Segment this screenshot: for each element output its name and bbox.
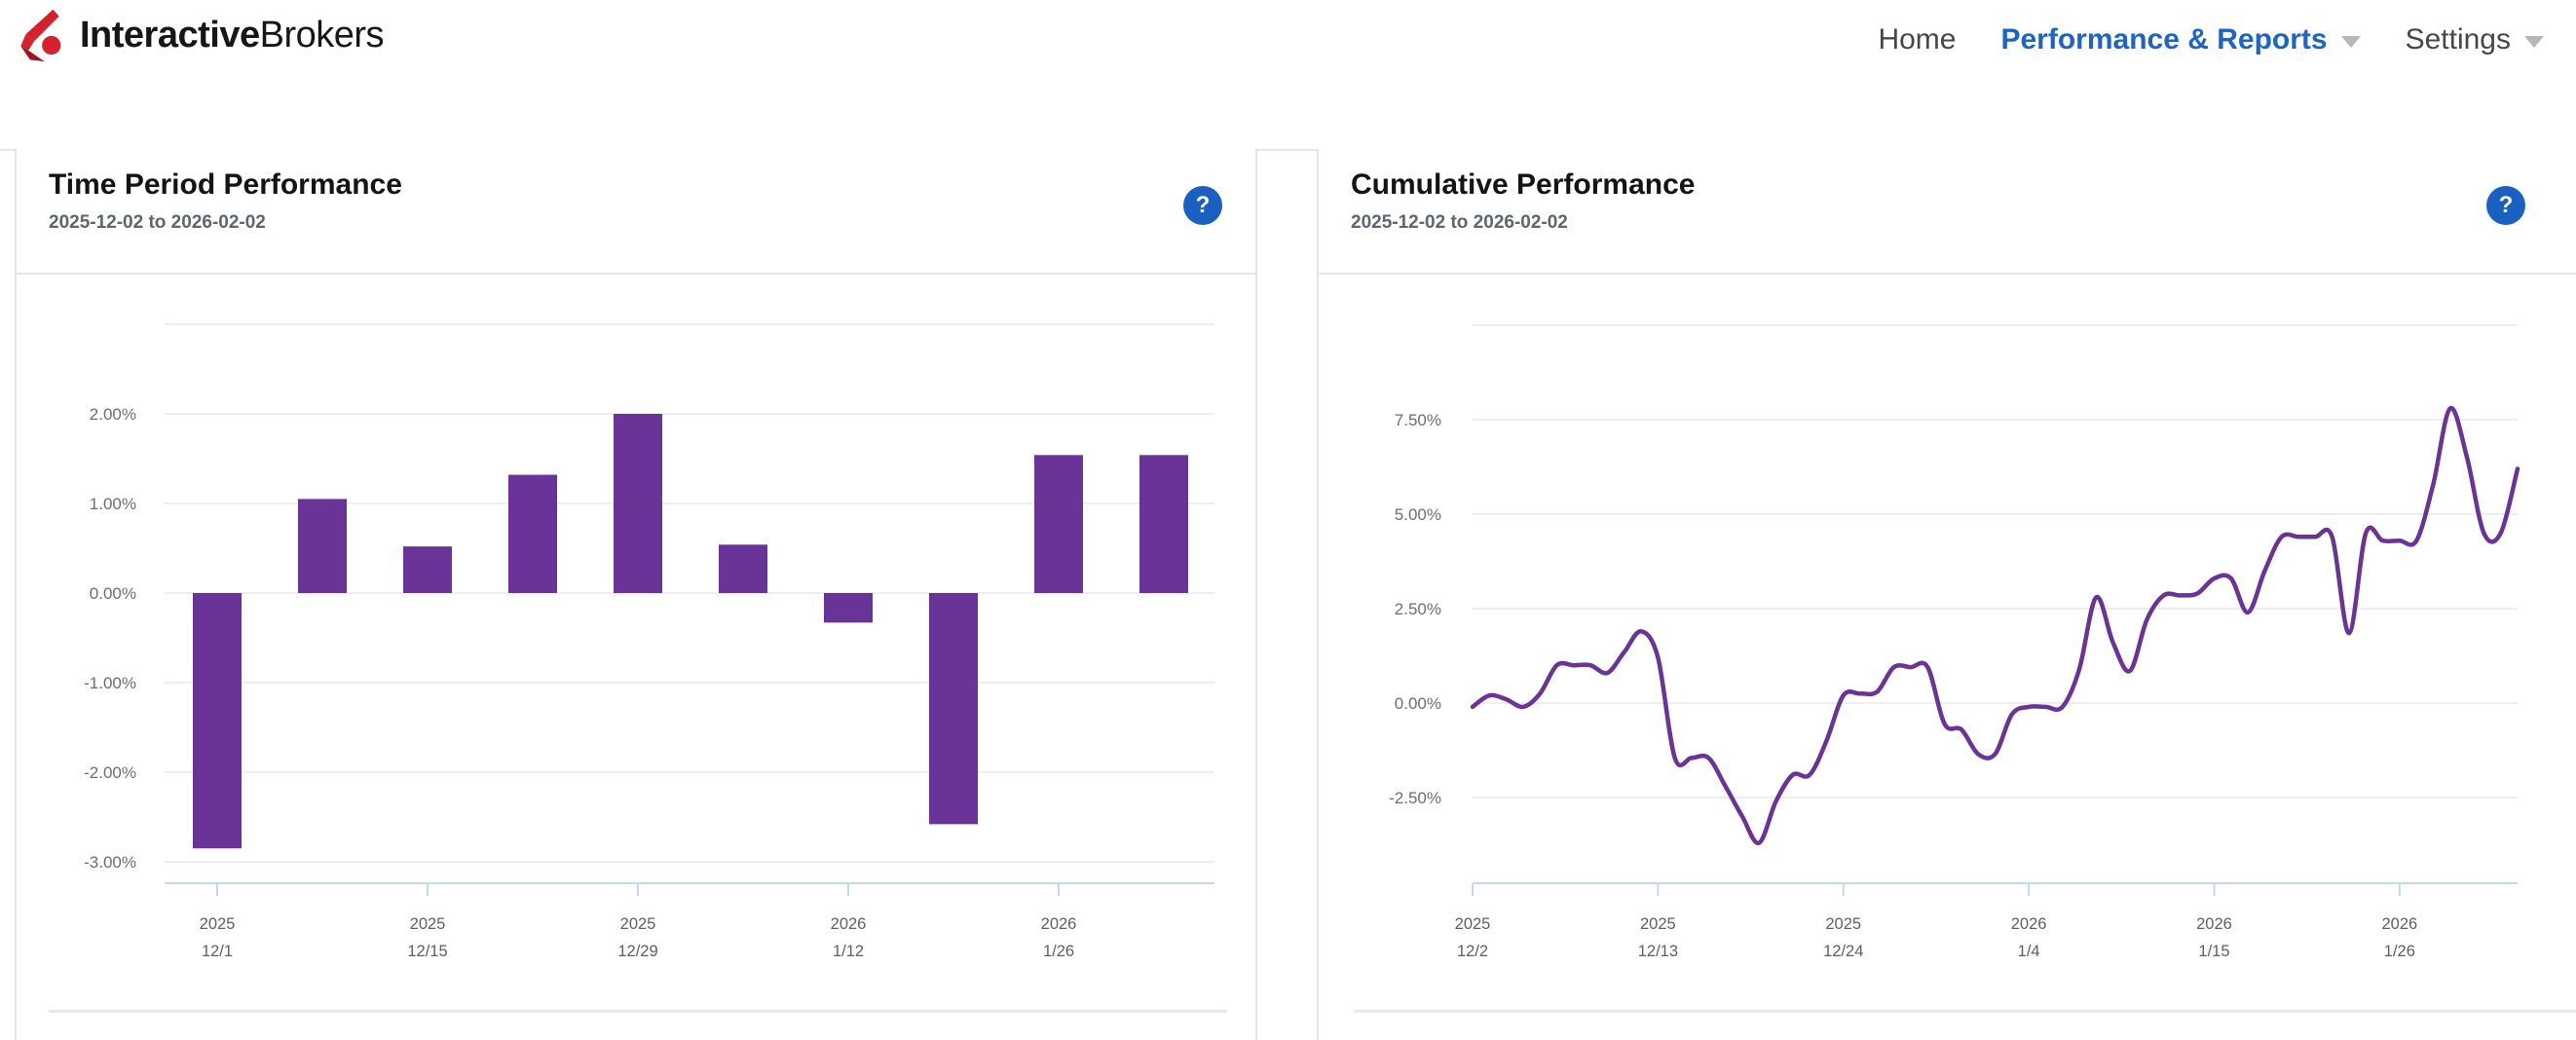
cumulative-performance-header: Cumulative Performance 2025-12-02 to 202… — [1319, 149, 2576, 275]
svg-text:1/15: 1/15 — [2198, 943, 2229, 960]
svg-text:2026: 2026 — [2381, 915, 2417, 933]
brand-wordmark: InteractiveBrokers — [80, 14, 385, 56]
time-period-performance-bar-chart: 2.00% 1.00% 0.00% -1.00% -2.00% -3.00% 2025 12/… — [84, 323, 1214, 960]
svg-text:12/1: 12/1 — [202, 943, 233, 960]
nav-settings-label: Settings — [2405, 23, 2511, 56]
svg-text:-2.50%: -2.50% — [1389, 789, 1441, 807]
svg-text:2025: 2025 — [1455, 915, 1491, 933]
svg-text:2026: 2026 — [831, 915, 867, 933]
nav-home-label: Home — [1878, 23, 1957, 56]
nav-performance-reports-label: Performance & Reports — [2000, 23, 2328, 56]
page-title: Time Period Performance — [49, 168, 402, 201]
svg-text:2025: 2025 — [1640, 915, 1676, 933]
nav-item-performance-reports[interactable]: Performance & Reports — [2000, 23, 2361, 56]
brand-word-brokers: Brokers — [259, 14, 385, 56]
svg-text:12/15: 12/15 — [407, 943, 447, 960]
nav-item-settings[interactable]: Settings — [2406, 23, 2544, 56]
svg-text:2.50%: 2.50% — [1395, 600, 1441, 618]
cumulative-performance-line-chart: 7.50% 5.00% 2.50% 0.00% -2.50% 2025 12/2 2025 12… — [1389, 324, 2520, 960]
chevron-down-icon — [2340, 36, 2361, 48]
header-divider — [0, 149, 2576, 151]
help-icon[interactable]: ? — [2486, 186, 2525, 225]
cumulative-performance-card: Cumulative Performance 2025-12-02 to 202… — [1317, 149, 2576, 1040]
svg-text:2026: 2026 — [2011, 915, 2047, 933]
svg-text:1/26: 1/26 — [2384, 943, 2415, 960]
svg-text:-2.00%: -2.00% — [84, 763, 136, 782]
svg-text:2025: 2025 — [620, 915, 656, 933]
svg-text:2025: 2025 — [1825, 915, 1861, 933]
svg-text:1.00%: 1.00% — [90, 495, 136, 513]
time-period-performance-header: Time Period Performance 2025-12-02 to 20… — [17, 149, 1255, 275]
main-nav: Home Performance & Reports Settings — [1878, 23, 2544, 56]
section-divider — [49, 1010, 1227, 1013]
svg-text:1/4: 1/4 — [2018, 943, 2040, 960]
top-navigation-bar: InteractiveBrokers Home Performance & Re… — [0, 0, 2576, 149]
svg-text:12/2: 12/2 — [1457, 943, 1488, 960]
date-range-label: 2025-12-02 to 2026-02-02 — [1351, 212, 1568, 233]
svg-text:-3.00%: -3.00% — [84, 853, 136, 872]
svg-text:7.50%: 7.50% — [1395, 411, 1441, 429]
svg-text:5.00%: 5.00% — [1395, 505, 1441, 524]
help-icon[interactable]: ? — [1183, 186, 1222, 225]
date-range-label: 2025-12-02 to 2026-02-02 — [49, 212, 266, 233]
brand-word-interactive: Interactive — [80, 14, 260, 56]
nav-item-home[interactable]: Home — [1878, 23, 1956, 56]
svg-text:2025: 2025 — [410, 915, 446, 933]
svg-text:2026: 2026 — [1041, 915, 1077, 933]
svg-text:2026: 2026 — [2196, 915, 2232, 933]
section-divider — [1354, 1010, 2576, 1013]
time-period-performance-card: Time Period Performance 2025-12-02 to 20… — [15, 149, 1257, 1040]
svg-text:-1.00%: -1.00% — [84, 674, 136, 692]
svg-text:12/13: 12/13 — [1638, 943, 1678, 960]
svg-text:0.00%: 0.00% — [90, 584, 136, 603]
svg-text:1/26: 1/26 — [1043, 943, 1074, 960]
svg-text:2.00%: 2.00% — [90, 405, 136, 424]
chevron-down-icon — [2524, 36, 2544, 48]
ib-logo-icon — [20, 9, 61, 62]
svg-text:12/24: 12/24 — [1823, 943, 1863, 960]
svg-text:1/12: 1/12 — [833, 943, 864, 960]
page-title: Cumulative Performance — [1351, 168, 1696, 201]
svg-text:0.00%: 0.00% — [1395, 694, 1441, 713]
interactive-brokers-logo[interactable]: InteractiveBrokers — [16, 8, 385, 62]
svg-text:12/29: 12/29 — [617, 943, 657, 960]
svg-text:2025: 2025 — [200, 915, 236, 933]
